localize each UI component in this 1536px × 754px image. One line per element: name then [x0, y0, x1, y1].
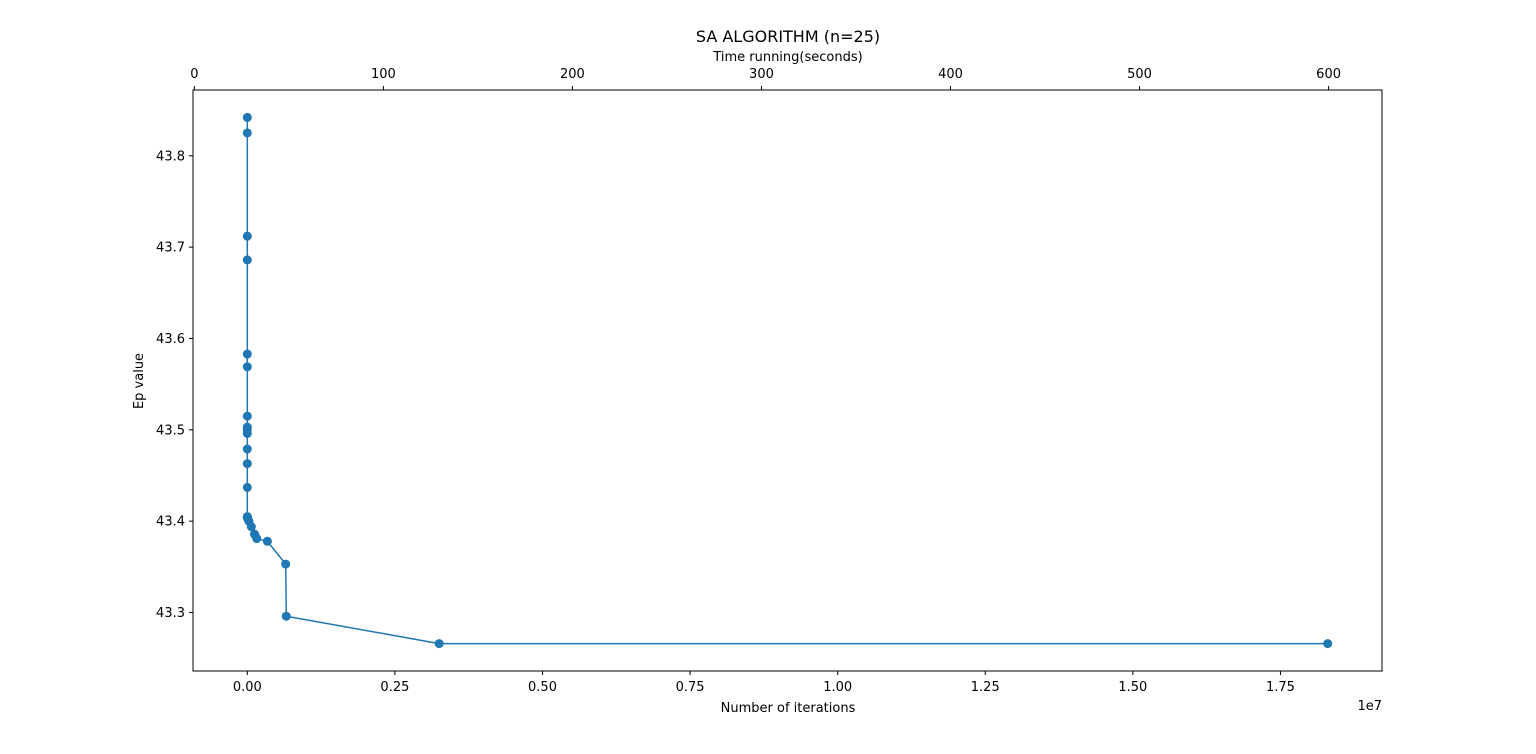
series-group	[242, 112, 1333, 649]
data-point	[242, 411, 252, 421]
plot-area: 0 100 200 300 400 500 600 0.00 0.25 0.50 0.75 1.00…	[156, 67, 1383, 695]
x-tick-label: 0.75	[676, 680, 705, 695]
top-x-axis-label: Time running(seconds)	[712, 50, 862, 65]
y-tick-label: 43.8	[156, 149, 185, 164]
x-tick-label: 0.25	[380, 680, 409, 695]
x-tick-label: 1.00	[823, 680, 852, 695]
top-tick-label: 500	[1127, 67, 1152, 82]
x-axis-offset-label: 1e7	[1357, 699, 1382, 714]
x-tick-label: 1.25	[971, 680, 1000, 695]
y-tick-label: 43.3	[156, 606, 185, 621]
data-point	[242, 112, 252, 122]
y-tick-label: 43.5	[156, 423, 185, 438]
data-point	[242, 349, 252, 359]
chart-title: SA ALGORITHM (n=25)	[696, 27, 880, 46]
y-tick-label: 43.6	[156, 332, 185, 347]
data-point	[242, 428, 252, 438]
y-tick-label: 43.7	[156, 241, 185, 256]
top-tick-label: 200	[560, 67, 585, 82]
top-x-axis-ticks: 0 100 200 300 400 500 600	[190, 67, 1341, 90]
data-point	[242, 128, 252, 138]
series-line	[246, 117, 1328, 645]
x-axis-ticks: 0.00 0.25 0.50 0.75 1.00 1.25 1.50 1.75	[233, 671, 1295, 695]
y-axis-label: Ep value	[132, 353, 147, 409]
x-tick-label: 0.00	[233, 680, 262, 695]
top-tick-label: 100	[371, 67, 396, 82]
top-tick-label: 300	[749, 67, 774, 82]
data-point	[242, 255, 252, 265]
data-point	[242, 482, 252, 492]
data-point	[242, 362, 252, 372]
data-point	[242, 444, 252, 454]
data-point	[281, 559, 291, 569]
x-tick-label: 0.50	[528, 680, 557, 695]
data-point	[434, 639, 444, 649]
y-axis-ticks: 43.3 43.4 43.5 43.6 43.7 43.8	[156, 149, 193, 621]
data-point	[246, 522, 256, 532]
x-tick-label: 1.75	[1266, 680, 1295, 695]
x-axis-label: Number of iterations	[721, 701, 856, 716]
data-point	[1323, 639, 1333, 649]
data-point	[242, 231, 252, 241]
data-point	[242, 459, 252, 469]
data-point	[252, 534, 262, 544]
data-point	[262, 536, 272, 546]
plot-frame	[192, 89, 1383, 672]
y-tick-label: 43.4	[156, 515, 185, 530]
top-tick-label: 600	[1316, 67, 1341, 82]
x-tick-label: 1.50	[1118, 680, 1147, 695]
top-tick-label: 400	[938, 67, 963, 82]
data-point	[281, 611, 291, 621]
top-tick-label: 0	[190, 67, 198, 82]
